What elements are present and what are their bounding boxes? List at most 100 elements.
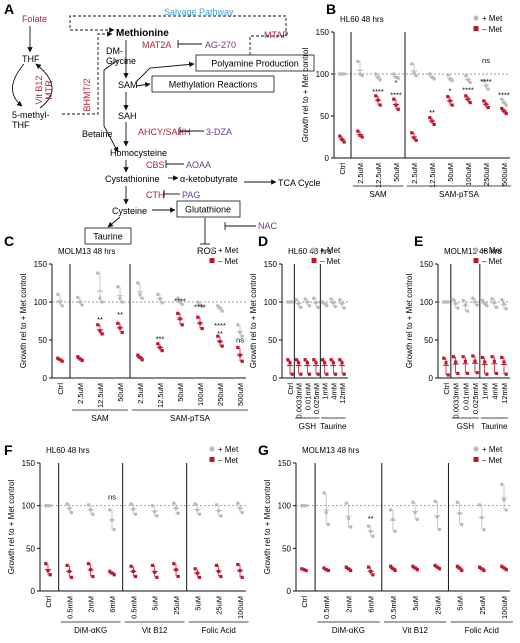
point-minus-met [98, 329, 102, 333]
x-tick-label: 4mM [490, 383, 499, 400]
point-minus-met [430, 119, 434, 123]
significance-label: *** [156, 335, 165, 344]
point-plus-met [236, 323, 240, 327]
point-minus-met [197, 575, 202, 579]
point-plus-met [446, 73, 450, 77]
point-minus-met [65, 563, 69, 567]
point-minus-met [178, 317, 182, 321]
point-minus-met [502, 360, 506, 364]
inhibitor-nac: NAC [258, 221, 278, 231]
salvage-pathway-label: Salvage Pathway [164, 7, 234, 17]
point-minus-met [323, 361, 327, 365]
x-tick-label: 2.5uM [356, 163, 365, 184]
point-minus-met [176, 574, 180, 579]
group-label: DiM-αKG [74, 626, 107, 635]
point-minus-met [297, 361, 301, 365]
point-minus-met [240, 575, 244, 579]
x-tick-label: 100uM [464, 163, 473, 186]
y-tick-label: 150 [264, 260, 278, 269]
point-minus-met [48, 573, 52, 577]
point-plus-met [307, 304, 312, 308]
point-plus-met [152, 509, 157, 514]
point-minus-met [290, 372, 294, 376]
y-axis-label: Growth rel to + Met control [263, 480, 272, 575]
point-minus-met [463, 359, 467, 363]
point-plus-met [466, 78, 470, 82]
point-plus-met [290, 300, 294, 304]
y-tick-label: 150 [34, 260, 48, 269]
point-minus-met [56, 356, 60, 360]
point-minus-met [218, 339, 222, 344]
point-minus-met [200, 327, 204, 331]
y-tick-label: 0 [429, 374, 434, 383]
x-tick-label: 2.5uM [76, 383, 85, 404]
point-minus-met [369, 569, 373, 573]
point-minus-met [500, 355, 504, 360]
point-plus-met [473, 300, 477, 304]
point-plus-met [172, 501, 176, 505]
y-tick-label: 100 [278, 502, 292, 511]
panel-letter: C [4, 233, 14, 249]
legend-label-plus: + Met [320, 246, 341, 255]
point-plus-met [96, 271, 100, 275]
point-minus-met [238, 353, 242, 357]
point-plus-met [193, 502, 197, 506]
x-tick-label: 5uM [456, 596, 465, 611]
legend-marker-plus [209, 446, 215, 452]
node-glutathione: Glutathione [185, 205, 231, 215]
group-label: GSH [299, 422, 317, 431]
point-minus-met [58, 358, 62, 362]
y-axis-label: Growth rel to + Met control [405, 274, 414, 369]
point-plus-met [450, 79, 454, 83]
point-minus-met [456, 371, 460, 376]
point-minus-met [236, 346, 240, 350]
point-minus-met [46, 568, 50, 573]
panel-letter: G [258, 442, 269, 458]
point-plus-met [316, 305, 320, 310]
point-plus-met [238, 506, 242, 510]
x-tick-label: 2mM [87, 596, 96, 613]
point-minus-met [410, 131, 414, 135]
x-tick-label: 50uM [446, 163, 455, 182]
chart-title: HL60 48 hrs [288, 247, 332, 256]
x-tick-label: 2.5uM [136, 383, 145, 404]
point-minus-met [342, 372, 346, 376]
point-minus-met [393, 568, 397, 573]
point-minus-met [500, 106, 504, 111]
node-tca: TCA Cycle [278, 178, 321, 188]
point-plus-met [296, 301, 301, 306]
group-label: SAM-pTSA [439, 190, 480, 199]
point-plus-met [360, 73, 364, 78]
point-plus-met [465, 309, 470, 313]
y-tick-label: 150 [22, 459, 36, 468]
point-minus-met [446, 95, 450, 99]
point-plus-met [48, 503, 52, 508]
inhibitor-3dza: 3-DZA [206, 127, 232, 137]
x-tick-label: 2.5uM [410, 163, 419, 184]
enzyme-mtap: MTAP [264, 30, 288, 40]
panel-letter: B [326, 1, 336, 17]
point-plus-met [344, 501, 348, 505]
point-plus-met [112, 527, 116, 532]
point-minus-met [67, 569, 71, 573]
node-thf: THF [22, 54, 40, 64]
significance-label: ** [368, 514, 374, 523]
point-minus-met [78, 357, 82, 361]
x-tick-label: 500uM [500, 163, 509, 186]
chart-title: HL60 48 hrs [340, 15, 384, 24]
x-tick-label: 25uM [172, 596, 181, 615]
point-minus-met [356, 129, 360, 133]
point-plus-met [65, 502, 69, 506]
point-minus-met [333, 372, 338, 376]
point-plus-met [197, 512, 202, 516]
point-plus-met [178, 300, 182, 304]
x-tick-label: 50uM [116, 383, 125, 402]
point-plus-met [110, 518, 114, 522]
y-tick-label: 50 [38, 336, 47, 345]
point-plus-met [356, 59, 360, 64]
significance-label: **** [372, 87, 384, 96]
point-plus-met [500, 97, 504, 101]
point-plus-met [461, 298, 465, 303]
x-tick-label: 12.5uM [428, 163, 437, 188]
point-plus-met [348, 525, 353, 529]
